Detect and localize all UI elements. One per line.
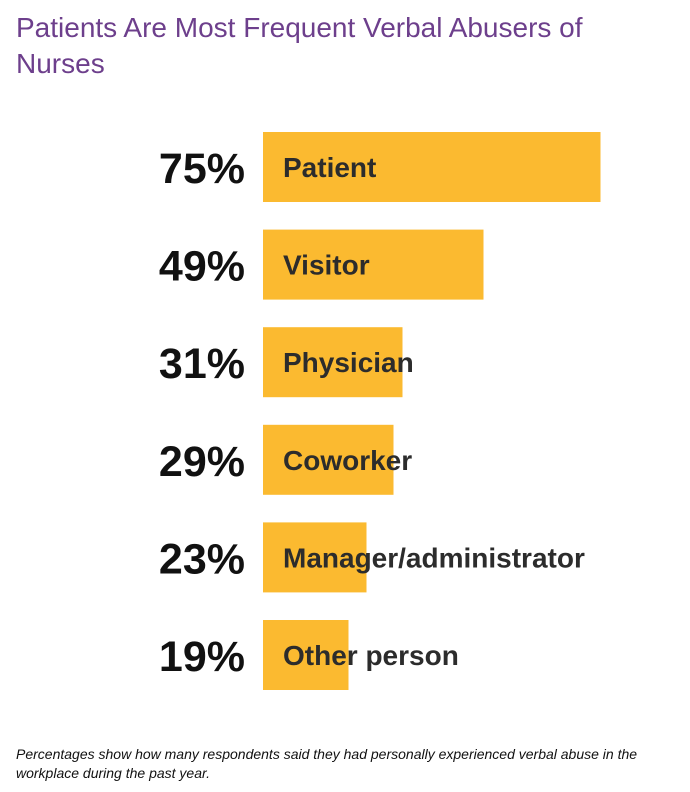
bar-physician bbox=[263, 327, 403, 398]
chart-footnote: Percentages show how many respondents sa… bbox=[16, 746, 638, 781]
value-label-coworker: 29% bbox=[159, 438, 245, 486]
bar-visitor bbox=[263, 229, 484, 300]
bars-layer bbox=[263, 132, 601, 690]
value-label-manager-administrator: 23% bbox=[159, 535, 245, 583]
value-label-visitor: 49% bbox=[159, 243, 245, 291]
value-label-other-person: 19% bbox=[159, 633, 245, 681]
chart-title: Patients Are Most Frequent Verbal Abuser… bbox=[16, 12, 583, 79]
bar-coworker bbox=[263, 424, 394, 495]
category-label-physician: Physician bbox=[283, 347, 414, 378]
value-label-physician: 31% bbox=[159, 340, 245, 388]
value-label-patient: 75% bbox=[159, 145, 245, 193]
category-label-visitor: Visitor bbox=[283, 250, 370, 281]
category-label-manager-administrator: Manager/administrator bbox=[283, 542, 585, 573]
labels-layer: 75% Patient 49% Visitor 31% Physician 29% Cowor… bbox=[159, 145, 585, 681]
category-label-other-person: Other person bbox=[283, 640, 459, 671]
bar-patient bbox=[263, 132, 601, 202]
bar-manager-administrator bbox=[263, 522, 367, 593]
category-label-coworker: Coworker bbox=[283, 445, 412, 476]
bar-other-person bbox=[263, 620, 349, 690]
category-label-patient: Patient bbox=[283, 152, 376, 183]
